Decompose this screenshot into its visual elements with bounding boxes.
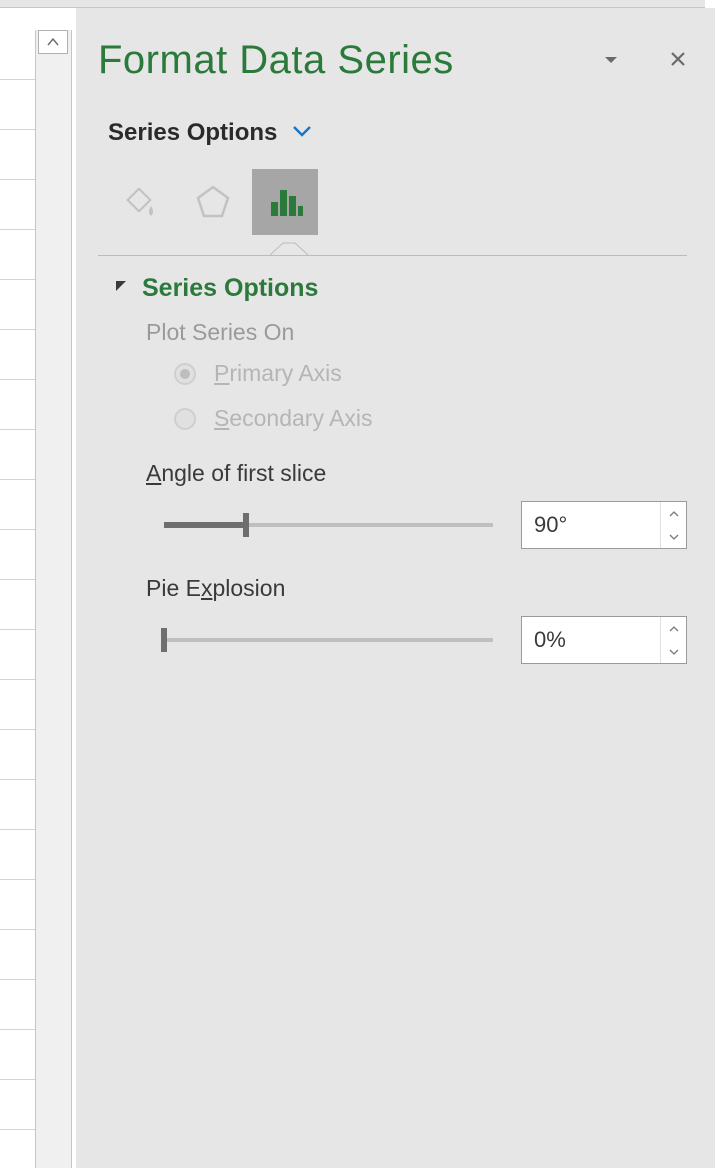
secondary-axis-radio-row: Secondary Axis [146,405,687,432]
plot-series-on-label: Plot Series On [146,319,687,346]
primary-axis-radio-row: Primary Axis [146,360,687,387]
secondary-axis-radio [174,408,196,430]
angle-slider-row: 90° [146,501,687,549]
task-pane-options-button[interactable] [603,52,619,70]
caret-down-icon [603,55,619,65]
secondary-axis-label: Secondary Axis [214,405,373,432]
explosion-slider-thumb[interactable] [161,628,167,652]
tab-effects[interactable] [180,169,246,235]
series-options-group-header[interactable]: Series Options [98,274,687,303]
pane-header: Format Data Series [98,38,687,83]
pentagon-icon [193,182,233,222]
top-border [0,0,705,8]
close-button[interactable] [669,48,687,74]
angle-slider-fill [164,522,246,528]
format-data-series-pane: Format Data Series Series Options [76,8,715,1168]
primary-axis-radio [174,363,196,385]
explosion-spinner: 0% [521,616,687,664]
collapse-triangle-icon [114,279,128,298]
angle-value-input[interactable]: 90° [522,502,660,548]
explosion-decrement-button[interactable] [661,640,686,663]
explosion-slider-row: 0% [146,616,687,664]
pane-title: Format Data Series [98,38,454,83]
angle-increment-button[interactable] [661,502,686,525]
primary-axis-label: Primary Axis [214,360,342,387]
explosion-slider-track [164,638,493,642]
tabs-divider [98,255,687,256]
vertical-scrollbar[interactable] [36,30,72,1168]
angle-slider[interactable] [164,513,493,537]
series-options-group-body: Plot Series On Primary Axis Secondary Ax… [98,319,687,664]
caret-up-icon [669,511,679,517]
explosion-value-input[interactable]: 0% [522,617,660,663]
bar-chart-icon [265,182,305,222]
pane-header-actions [603,48,687,74]
explosion-slider[interactable] [164,628,493,652]
angle-spinner-buttons [660,502,686,548]
paint-bucket-icon [121,182,161,222]
category-tabs [98,169,687,235]
caret-up-icon [669,626,679,632]
caret-down-icon [669,534,679,540]
divider-notch-icon [270,242,308,256]
explosion-spinner-buttons [660,617,686,663]
explosion-increment-button[interactable] [661,617,686,640]
caret-down-icon [669,649,679,655]
group-title: Series Options [142,274,318,303]
caret-up-icon [47,38,59,46]
angle-decrement-button[interactable] [661,525,686,548]
angle-spinner: 90° [521,501,687,549]
section-selector[interactable]: Series Options [98,119,687,147]
tab-fill-line[interactable] [108,169,174,235]
scroll-up-button[interactable] [38,30,68,54]
chevron-down-icon [291,124,313,143]
pie-explosion-label: Pie Explosion [146,575,687,602]
close-icon [669,50,687,68]
section-selector-label: Series Options [108,119,277,147]
angle-slider-thumb[interactable] [243,513,249,537]
tab-series-options[interactable] [252,169,318,235]
angle-first-slice-label: Angle of first slice [146,460,687,487]
row-headers-strip [0,30,36,1168]
